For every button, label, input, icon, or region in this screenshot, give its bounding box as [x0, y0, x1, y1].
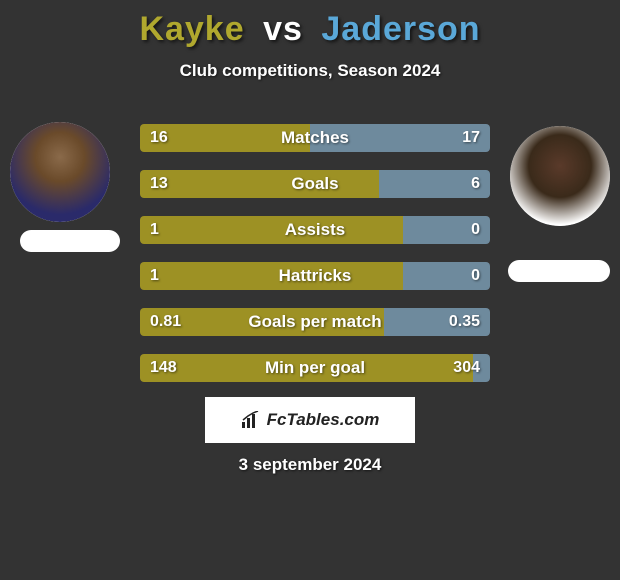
- stat-bar-row: Hattricks1 0: [140, 262, 490, 290]
- stat-bar-row: Goals13 6: [140, 170, 490, 198]
- bar-value-left: 1: [150, 216, 159, 244]
- bar-value-left: 16: [150, 124, 168, 152]
- comparison-title: Kayke vs Jaderson: [0, 0, 620, 49]
- brand-text: FcTables.com: [267, 410, 380, 430]
- player1-name-pill: [20, 230, 120, 252]
- chart-icon: [241, 411, 263, 429]
- bar-value-left: 148: [150, 354, 177, 382]
- bar-value-right: 0: [471, 216, 480, 244]
- bar-value-right: 17: [462, 124, 480, 152]
- player2-name-pill: [508, 260, 610, 282]
- bar-value-left: 1: [150, 262, 159, 290]
- bar-value-right: 304: [453, 354, 480, 382]
- stat-bar-row: Assists1 0: [140, 216, 490, 244]
- player2-avatar-image: [510, 126, 610, 226]
- bar-label: Goals per match: [140, 308, 490, 336]
- bar-label: Min per goal: [140, 354, 490, 382]
- bar-value-right: 0: [471, 262, 480, 290]
- bar-label: Goals: [140, 170, 490, 198]
- bar-label: Matches: [140, 124, 490, 152]
- player2-avatar: [510, 126, 610, 226]
- bar-label: Assists: [140, 216, 490, 244]
- player1-name: Kayke: [139, 10, 244, 48]
- date-line: 3 september 2024: [0, 455, 620, 475]
- vs-label: vs: [263, 10, 303, 48]
- bar-value-left: 13: [150, 170, 168, 198]
- subtitle: Club competitions, Season 2024: [0, 61, 620, 81]
- player1-avatar-image: [10, 122, 110, 222]
- brand-footer: FcTables.com: [205, 397, 415, 443]
- bar-value-right: 0.35: [449, 308, 480, 336]
- player2-name: Jaderson: [321, 10, 480, 48]
- bar-value-right: 6: [471, 170, 480, 198]
- brand-logo: FcTables.com: [241, 410, 380, 430]
- stats-bars: Matches1617Goals136Assists10Hattricks10G…: [140, 124, 490, 400]
- bar-value-left: 0.81: [150, 308, 181, 336]
- stat-bar-row: Goals per match0.81 0.35: [140, 308, 490, 336]
- bar-label: Hattricks: [140, 262, 490, 290]
- stat-bar-row: Matches16 17: [140, 124, 490, 152]
- player1-avatar: [10, 122, 110, 222]
- stat-bar-row: Min per goal148 304: [140, 354, 490, 382]
